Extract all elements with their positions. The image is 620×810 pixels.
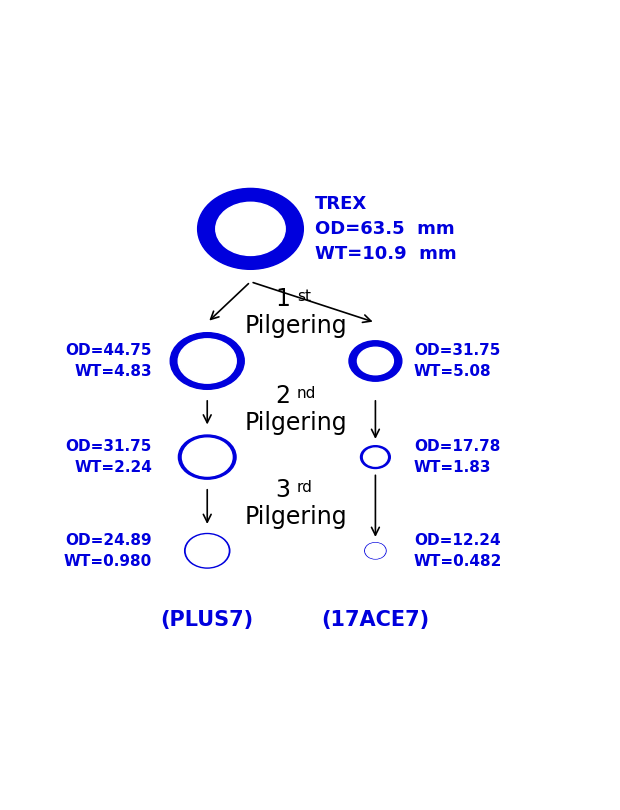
Text: OD=31.75
WT=2.24: OD=31.75 WT=2.24 xyxy=(66,439,152,475)
Text: OD=44.75
WT=4.83: OD=44.75 WT=4.83 xyxy=(66,343,152,379)
Text: rd: rd xyxy=(297,480,313,495)
Text: OD=31.75
WT=5.08: OD=31.75 WT=5.08 xyxy=(414,343,500,379)
Ellipse shape xyxy=(170,333,244,390)
Text: Pilgering: Pilgering xyxy=(245,411,347,436)
Ellipse shape xyxy=(179,435,236,480)
Text: OD=12.24
WT=0.482: OD=12.24 WT=0.482 xyxy=(414,533,502,569)
Ellipse shape xyxy=(216,202,285,255)
Text: st: st xyxy=(297,289,311,305)
Text: nd: nd xyxy=(297,386,316,402)
Text: (PLUS7): (PLUS7) xyxy=(161,609,254,629)
Text: OD=17.78
WT=1.83: OD=17.78 WT=1.83 xyxy=(414,439,500,475)
Ellipse shape xyxy=(363,448,388,466)
Ellipse shape xyxy=(178,339,236,383)
Text: 3: 3 xyxy=(275,478,290,501)
Text: OD=24.89
WT=0.980: OD=24.89 WT=0.980 xyxy=(64,533,152,569)
Text: 2: 2 xyxy=(275,384,290,408)
Ellipse shape xyxy=(358,347,393,375)
Ellipse shape xyxy=(366,544,385,558)
Text: TREX
OD=63.5  mm
WT=10.9  mm: TREX OD=63.5 mm WT=10.9 mm xyxy=(316,195,457,263)
Ellipse shape xyxy=(349,341,402,382)
Text: 1: 1 xyxy=(275,287,290,311)
Ellipse shape xyxy=(182,438,232,476)
Text: Pilgering: Pilgering xyxy=(245,505,347,529)
Ellipse shape xyxy=(360,446,391,468)
Ellipse shape xyxy=(185,534,230,568)
Ellipse shape xyxy=(198,189,303,269)
Text: Pilgering: Pilgering xyxy=(245,314,347,339)
Ellipse shape xyxy=(187,535,228,567)
Text: (17ACE7): (17ACE7) xyxy=(321,609,430,629)
Ellipse shape xyxy=(365,543,386,559)
